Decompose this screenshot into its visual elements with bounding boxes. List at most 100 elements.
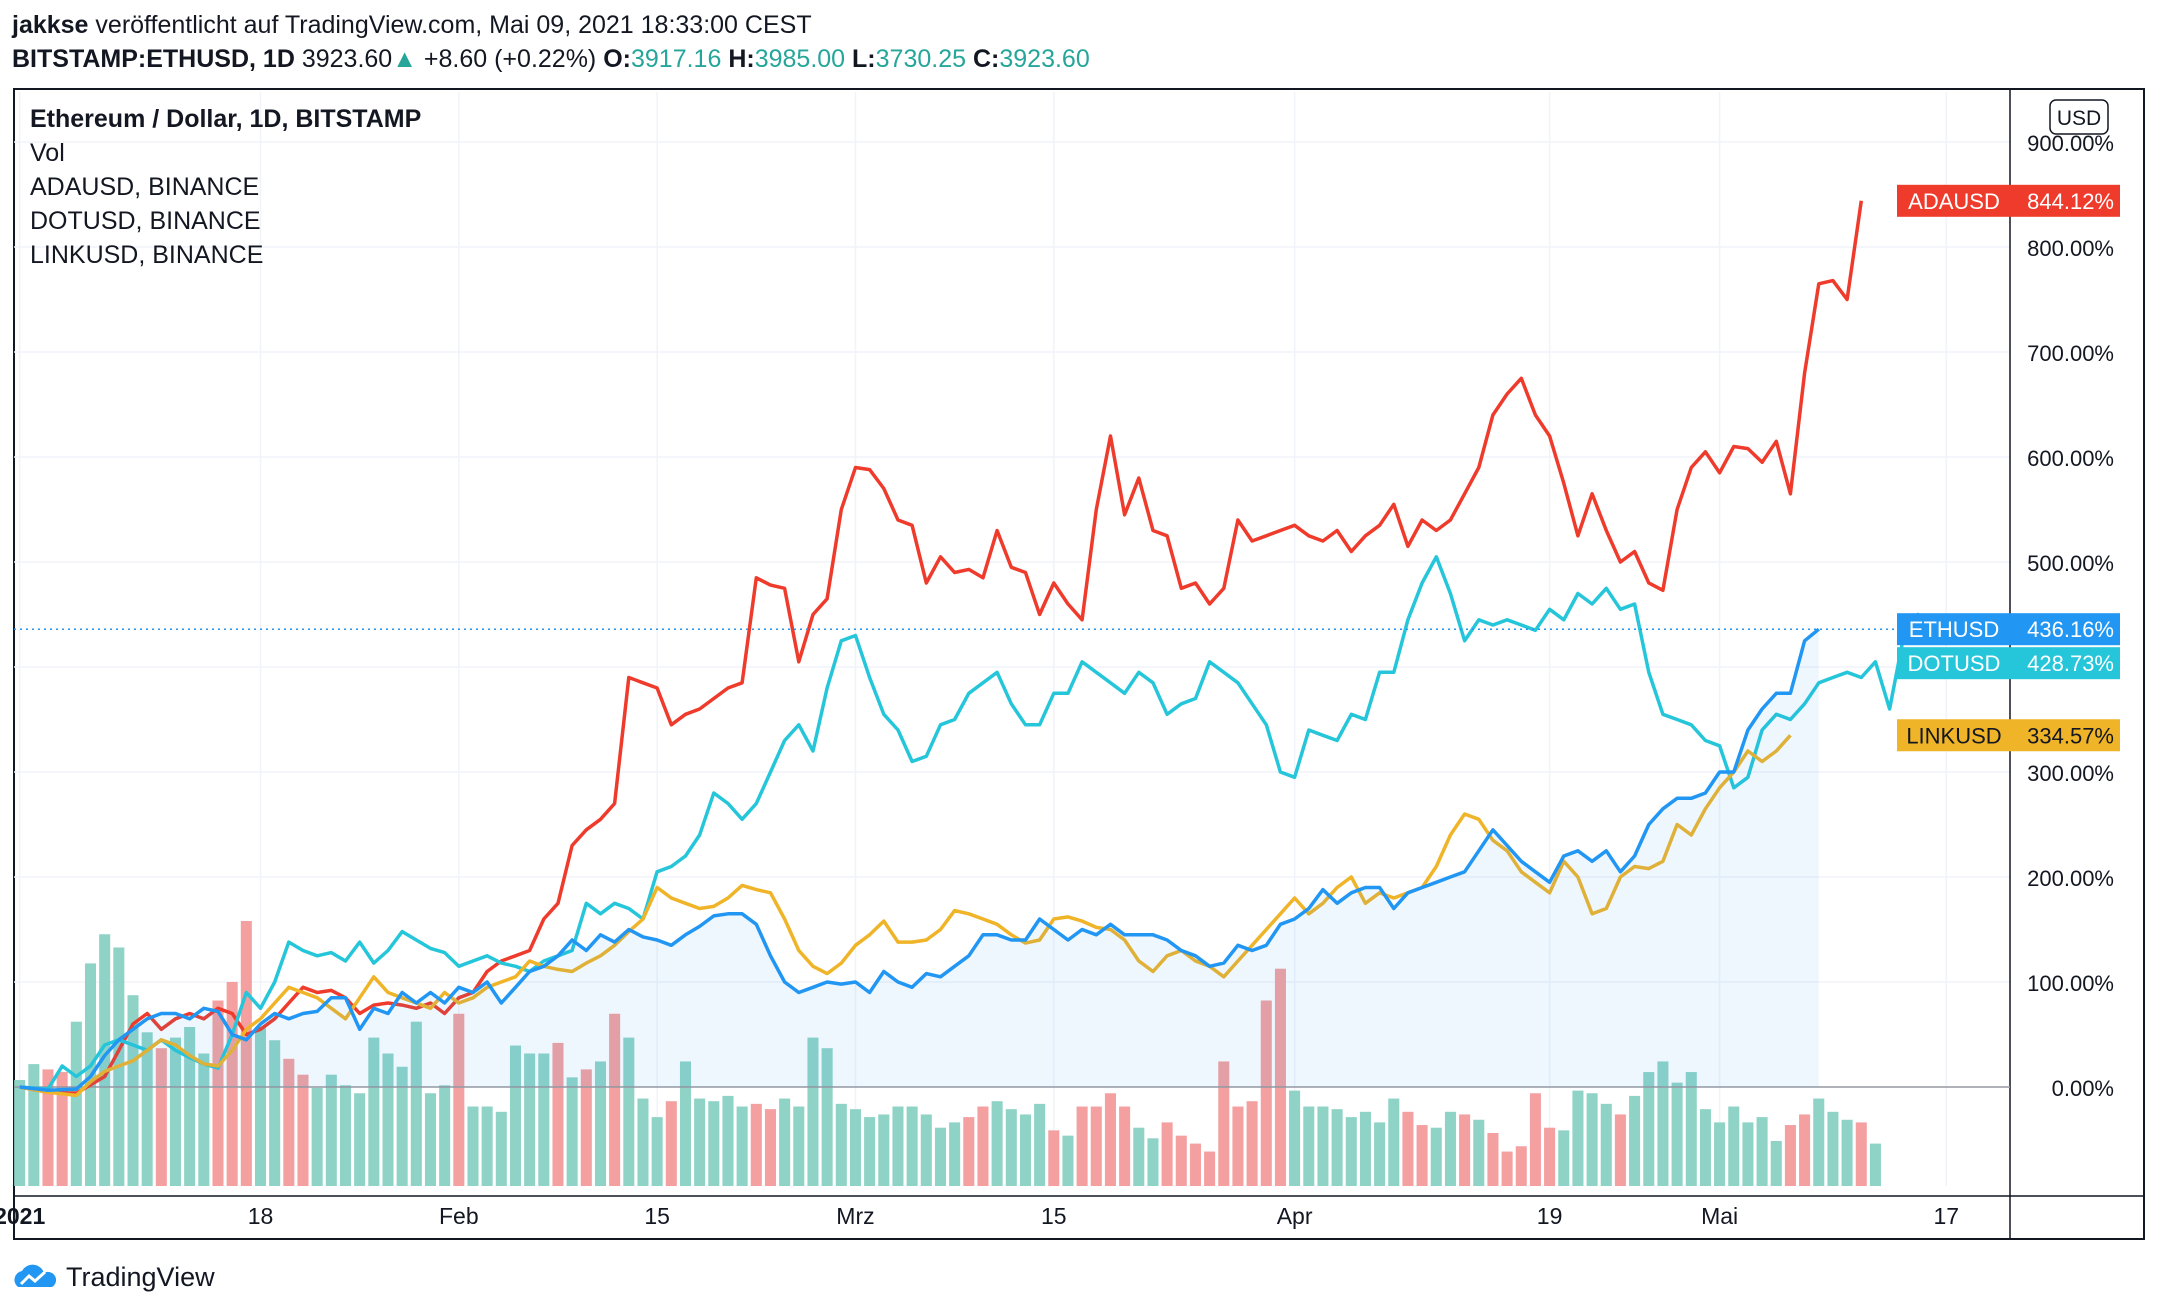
volume-bar [1218, 1061, 1230, 1186]
volume-bar [70, 1021, 82, 1186]
volume-bar [949, 1122, 961, 1186]
footer-brand-text: TradingView [66, 1262, 215, 1292]
volume-bar [1388, 1098, 1400, 1186]
volume-bar [495, 1111, 507, 1186]
y-tick-label: 200.00% [2027, 866, 2114, 891]
volume-bar [1515, 1146, 1527, 1186]
volume-bar [977, 1106, 989, 1186]
volume-bar [283, 1058, 295, 1186]
chart-frame [13, 88, 2145, 1240]
legend-compare-link[interactable]: LINKUSD, BINANCE [30, 241, 264, 269]
volume-bar [1161, 1122, 1173, 1186]
volume-bar [1827, 1111, 1839, 1186]
volume-bar [396, 1066, 408, 1186]
volume-bar [297, 1074, 309, 1186]
volume-bar [254, 1027, 267, 1186]
volume-bar [1699, 1109, 1711, 1186]
currency-badge[interactable] [2049, 99, 2109, 135]
volume-bar [637, 1098, 649, 1186]
series-tag-label: LINKUSD [1906, 723, 2001, 748]
series-tag-label: ADAUSD [1908, 189, 2000, 214]
series-value-tag-link [2012, 719, 2120, 752]
volume-bar [325, 1074, 337, 1186]
volume-bar [679, 1061, 691, 1186]
series-line-ada[interactable] [19, 200, 1864, 1096]
volume-bar [14, 1080, 26, 1186]
volume-bar [1189, 1143, 1201, 1186]
open-value: 3917.16 [630, 45, 722, 73]
legend-main-series[interactable]: Ethereum / Dollar, 1D, BITSTAMP [30, 105, 422, 133]
volume-bar [368, 1037, 380, 1186]
volume-bar [1714, 1122, 1726, 1186]
volume-bar [1487, 1133, 1499, 1186]
volume-bar [580, 1069, 592, 1186]
volume-bar [1274, 968, 1286, 1186]
legend-compare-ada[interactable]: ADAUSD, BINANCE [30, 173, 260, 201]
series-value-label: 436.16% [2027, 617, 2114, 642]
publish-text: veröffentlicht auf TradingView.com, Mai … [95, 11, 812, 39]
volume-bar [1119, 1106, 1131, 1186]
volume-bar [1529, 1093, 1541, 1186]
legend-compare-dot[interactable]: DOTUSD, BINANCE [30, 207, 261, 235]
symbol-info-bar: BITSTAMP:ETHUSD, 1D 3923.60▲ +8.60 (+0.2… [12, 44, 1090, 74]
volume-bar [1090, 1106, 1102, 1186]
volume-bar [793, 1106, 805, 1186]
series-tag-eth [1897, 613, 2012, 646]
volume-bar [410, 1021, 422, 1186]
volume-bar [623, 1037, 635, 1186]
low-value: 3730.25 [875, 45, 967, 73]
y-tick-label: 500.00% [2027, 551, 2114, 576]
series-value-tag-ada [2012, 184, 2120, 217]
volume-bar [892, 1106, 904, 1186]
volume-bar [99, 934, 111, 1186]
volume-bar [835, 1103, 847, 1186]
volume-bar [127, 995, 139, 1186]
series-tag-label: DOTUSD [1908, 651, 2001, 676]
volume-bar [1359, 1111, 1371, 1186]
volume-bar [42, 1069, 54, 1186]
legend-volume[interactable]: Vol [30, 139, 65, 167]
volume-bar [1586, 1093, 1598, 1186]
volume-bar [906, 1106, 918, 1186]
series-tag-ada [1897, 184, 2012, 217]
volume-bar [240, 921, 252, 1186]
volume-bar [864, 1117, 876, 1186]
currency-badge-label: USD [2057, 107, 2101, 130]
x-tick-label: 2021 [0, 1203, 45, 1229]
volume-bar [878, 1114, 890, 1186]
volume-bar [1133, 1127, 1145, 1186]
volume-bar [509, 1045, 522, 1186]
volume-bar [722, 1095, 734, 1186]
series-line-dot[interactable] [19, 555, 1934, 1091]
series-line-link[interactable] [19, 734, 1792, 1098]
series-value-tag-dot [2012, 647, 2120, 680]
volume-bar [538, 1053, 550, 1186]
volume-bar [963, 1117, 975, 1186]
y-tick-label: 100.00% [2027, 971, 2114, 996]
symbol-label[interactable]: BITSTAMP:ETHUSD, 1D [12, 45, 295, 73]
volume-bar [566, 1077, 578, 1186]
y-tick-label: 900.00% [2027, 131, 2114, 156]
volume-bar [1034, 1103, 1046, 1186]
x-tick-label: Apr [1277, 1203, 1313, 1229]
volume-bar [382, 1053, 394, 1186]
series-line-eth[interactable] [19, 627, 1820, 1092]
volume-bar [1204, 1151, 1216, 1186]
volume-bar [1048, 1130, 1060, 1186]
volume-bar [1459, 1114, 1471, 1186]
volume-bar [934, 1127, 946, 1186]
volume-bar [1246, 1101, 1258, 1186]
publish-info: jakkse veröffentlicht auf TradingView.co… [12, 10, 812, 40]
volume-bar [212, 1000, 224, 1186]
y-tick-label: 600.00% [2027, 446, 2114, 471]
volume-bar [1331, 1109, 1343, 1186]
volume-bar [1770, 1140, 1782, 1186]
volume-bar [1444, 1111, 1456, 1186]
eth-area-fill [19, 629, 1819, 1091]
volume-bar [764, 1109, 776, 1186]
series-value-tag-eth [2012, 613, 2120, 646]
x-tick-label: 18 [248, 1203, 274, 1229]
author-name[interactable]: jakkse [12, 11, 89, 39]
volume-bar [1614, 1114, 1626, 1186]
